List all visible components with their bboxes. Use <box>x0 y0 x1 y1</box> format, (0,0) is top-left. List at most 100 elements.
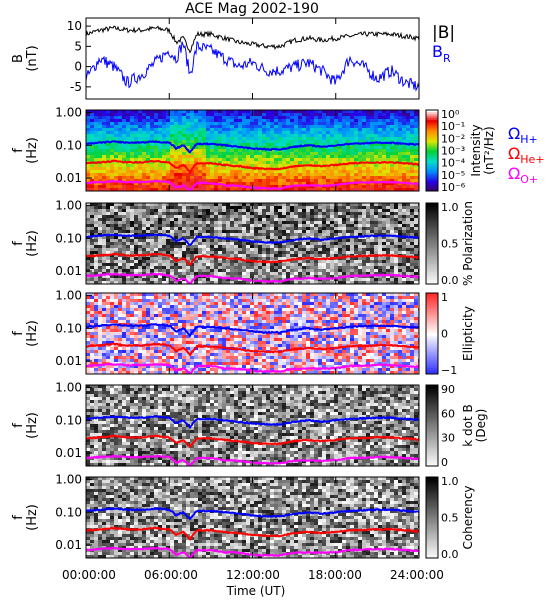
gyro-line-Hep <box>86 434 419 449</box>
legend-b-total: |B| <box>432 23 455 43</box>
colorbar-label: Ellipticity <box>461 306 475 361</box>
y-axis-label: f <box>11 515 26 520</box>
x-axis: 00:00:00 06:00:00 12:00:00 18:00:00 24:0… <box>62 568 444 598</box>
plot-frame <box>85 384 420 467</box>
colorbar-tick-label: 0.5 <box>441 238 459 251</box>
gyro-line-Hep <box>86 159 419 175</box>
plot-frame <box>85 476 420 559</box>
plot-frame <box>85 202 420 285</box>
gyro-line-Hep <box>86 526 419 542</box>
colorbar-tick-label: 10⁻² <box>441 132 465 145</box>
y-tick-label: -5 <box>70 80 82 94</box>
x-tick-label: 12:00:00 <box>226 568 280 582</box>
y-tick-label: 1.00 <box>55 199 82 213</box>
plot-area <box>86 385 419 466</box>
plot-frame <box>85 109 420 192</box>
legend-b-r: BR <box>432 42 451 65</box>
colorbar-tick-label: −1 <box>441 364 457 377</box>
colorbar-tick-label: 30 <box>441 432 455 445</box>
legend-b-r-subscript: R <box>443 52 451 65</box>
y-axis-unit: (Hz) <box>25 412 40 439</box>
colorbar-unit: (nT²/Hz) <box>482 126 496 174</box>
colorbar-label: Coherency <box>461 485 475 549</box>
y-axis-label: f <box>11 241 26 246</box>
colorbar-polarization: 1.0 0.5 0.0% Polarization <box>425 201 475 287</box>
x-tick-label: 06:00:00 <box>144 568 198 582</box>
y-tick-label: 1.00 <box>55 381 82 395</box>
colorbar-tick-label: 1 <box>441 291 448 304</box>
y-tick-label: 0.10 <box>55 231 82 245</box>
y-axis-unit: (Hz) <box>25 230 40 257</box>
y-tick-label: 1.00 <box>55 106 82 120</box>
y-tick-label: 0.10 <box>55 321 82 335</box>
colorbar-tick-label: 10⁻³ <box>441 145 465 158</box>
colorbar-tick-label: 10⁻¹ <box>441 120 465 133</box>
colorbar-tick-label: 10⁻⁴ <box>441 157 466 170</box>
colorbar-tick-label: 60 <box>441 407 455 420</box>
x-tick-label: 00:00:00 <box>62 568 116 582</box>
y-axis-unit: (Hz) <box>25 320 40 347</box>
panel-field: 10 5 0 -5 B (nT) <box>11 17 420 100</box>
y-axis-unit: (Hz) <box>25 137 40 164</box>
y-tick-label: 10 <box>67 19 82 33</box>
panel-polarization: 1.00 0.10 0.01 1.0 0.5 0.0% Polarization f (Hz) <box>11 199 475 287</box>
colorbar-tick-label: 90 <box>441 383 455 396</box>
plot-area <box>86 110 419 191</box>
series-line-b-total <box>86 25 419 54</box>
colorbar-tick-label: 10⁰ <box>441 108 460 121</box>
y-axis-label: f <box>11 331 26 336</box>
y-tick-label: 0.10 <box>55 505 82 519</box>
colorbar-kdotb: 90 60 30 0 k dot B (Deg) <box>425 383 488 469</box>
panel-ellipticity: 1.00 0.10 0.01 1 0 −1 Ellipticity f (Hz) <box>11 289 475 377</box>
y-tick-label: 0.01 <box>55 354 82 368</box>
colorbar-label: Intensity <box>469 124 483 176</box>
legend-omega-1: ΩHe+ <box>508 144 545 166</box>
gyro-line-Hp <box>86 414 419 430</box>
y-tick-label: 0.01 <box>55 264 82 278</box>
colorbar-ellipticity: 1 0 −1 Ellipticity <box>425 291 475 377</box>
colorbar-label: k dot B <box>461 404 475 446</box>
y-tick-label: 0.01 <box>55 446 82 460</box>
colorbar-tick-label: 10⁻⁶ <box>441 181 466 194</box>
plot-area <box>86 293 419 374</box>
y-axis-label: f <box>11 148 26 153</box>
gyro-line-Hep <box>86 342 419 357</box>
x-tick-label: 18:00:00 <box>308 568 362 582</box>
y-tick-label: 0 <box>74 60 82 74</box>
colorbar-tick-label: 0.0 <box>441 548 459 561</box>
legend-omega-0: ΩH+ <box>508 124 538 146</box>
colorbar-unit: (Deg) <box>474 409 488 443</box>
y-axis-label: B <box>11 54 26 63</box>
gyro-line-Hp <box>86 139 419 154</box>
y-tick-label: 0.10 <box>55 413 82 427</box>
colorbar-tick-label: 0.5 <box>441 512 459 525</box>
gyro-line-Hep <box>86 252 419 266</box>
y-tick-label: 1.00 <box>55 289 82 303</box>
colorbar-tick-label: 1.0 <box>441 475 459 488</box>
x-axis-label: Time (UT) <box>226 584 286 598</box>
legend-omega-2: ΩO+ <box>508 164 538 186</box>
colorbar-tick-label: 0 <box>441 328 448 341</box>
colorbar-label: % Polarization <box>461 201 475 286</box>
y-tick-label: 0.01 <box>55 538 82 552</box>
y-tick-label: 0.01 <box>55 171 82 185</box>
colorbar-tick-label: 1.0 <box>441 201 459 214</box>
y-axis-unit: (nT) <box>25 45 40 71</box>
colorbar-tick-label: 10⁻⁵ <box>441 169 465 182</box>
chart-title: ACE Mag 2002-190 <box>185 1 319 17</box>
plot-area <box>86 477 419 558</box>
y-tick-label: 0.10 <box>55 138 82 152</box>
y-tick-label: 5 <box>74 39 82 53</box>
gyro-line-Hp <box>86 507 419 521</box>
plot-frame <box>85 292 420 375</box>
x-tick-label: 24:00:00 <box>390 568 444 582</box>
plot-area <box>86 203 419 284</box>
y-tick-label: 1.00 <box>55 473 82 487</box>
colorbar-tick-label: 0.0 <box>441 274 459 287</box>
plot-frame <box>85 17 420 100</box>
legend: |B| BR ΩH+ΩHe+ΩO+ <box>432 23 545 186</box>
